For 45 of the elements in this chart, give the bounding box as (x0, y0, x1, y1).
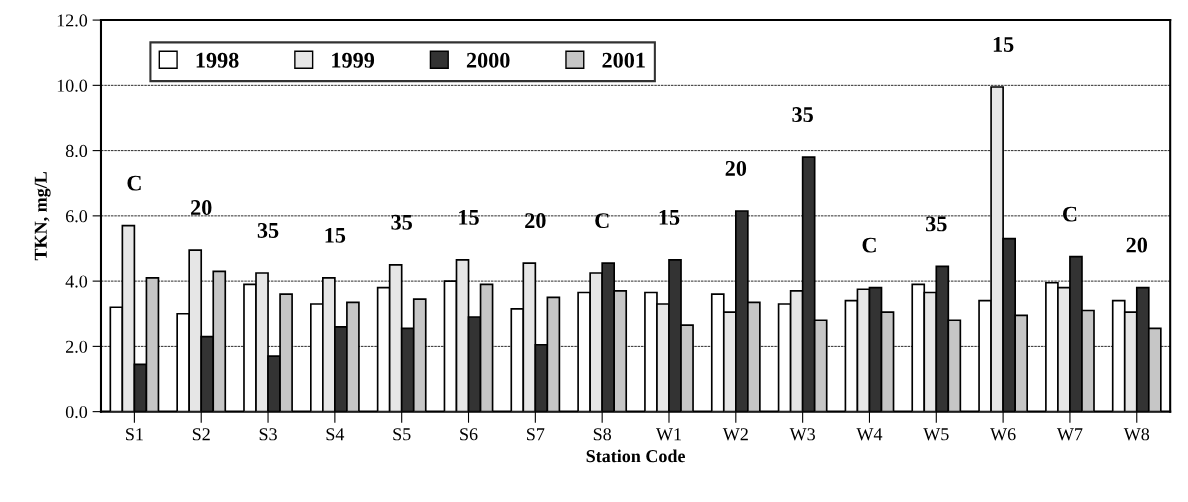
annotation: 15 (459, 209, 479, 225)
x-tick-label: S4 (326, 428, 345, 441)
annotation: 35 (257, 222, 279, 238)
legend-label: 2000 (466, 52, 510, 68)
x-axis-title: Station Code (586, 449, 686, 463)
annotation: 20 (725, 160, 747, 176)
x-tick-label: S1 (126, 428, 143, 441)
y-tick-label: 4.0 (65, 275, 88, 288)
annotation: 15 (325, 227, 346, 243)
annotation: 15 (993, 37, 1014, 52)
legend-label: 1998 (196, 52, 239, 68)
annotation: C (1063, 206, 1077, 222)
x-tick-label: S7 (527, 428, 545, 441)
y-tick-label: 10.0 (57, 79, 88, 92)
x-tick-label: S3 (259, 428, 277, 441)
x-tick-label: W2 (722, 428, 748, 441)
annotation: 35 (391, 214, 412, 230)
y-tick-label: 2.0 (66, 340, 88, 353)
x-tick-label: W6 (990, 428, 1016, 441)
x-tick-label: S2 (192, 428, 210, 441)
x-tick-label: W3 (789, 428, 815, 441)
annotation: 35 (792, 107, 813, 123)
y-tick-label: 6.0 (65, 210, 88, 223)
y-axis-title: TKN, mg/L (34, 171, 51, 261)
x-tick-label: W8 (1123, 428, 1150, 441)
x-tick-label: W5 (923, 428, 949, 441)
annotation: 20 (525, 213, 546, 229)
y-tick-label: 8.0 (65, 144, 88, 158)
y-tick-label: 0.0 (65, 405, 88, 419)
y-tick-label: 12.0 (57, 14, 88, 27)
x-tick-label: W7 (1056, 428, 1083, 441)
annotation: 20 (1126, 237, 1148, 253)
annotation: C (862, 237, 876, 253)
annotation: 20 (191, 200, 212, 216)
x-tick-label: W4 (856, 428, 883, 441)
annotation: C (595, 213, 609, 229)
annotation: 15 (659, 209, 680, 225)
x-tick-label: S5 (393, 428, 411, 441)
x-tick-label: S6 (460, 428, 478, 441)
legend-label: 2001 (602, 52, 645, 68)
annotation: C (127, 175, 141, 191)
x-tick-label: S8 (593, 428, 612, 441)
annotation: 35 (926, 216, 947, 232)
legend-label: 1999 (332, 52, 375, 68)
x-tick-label: W1 (655, 428, 681, 441)
